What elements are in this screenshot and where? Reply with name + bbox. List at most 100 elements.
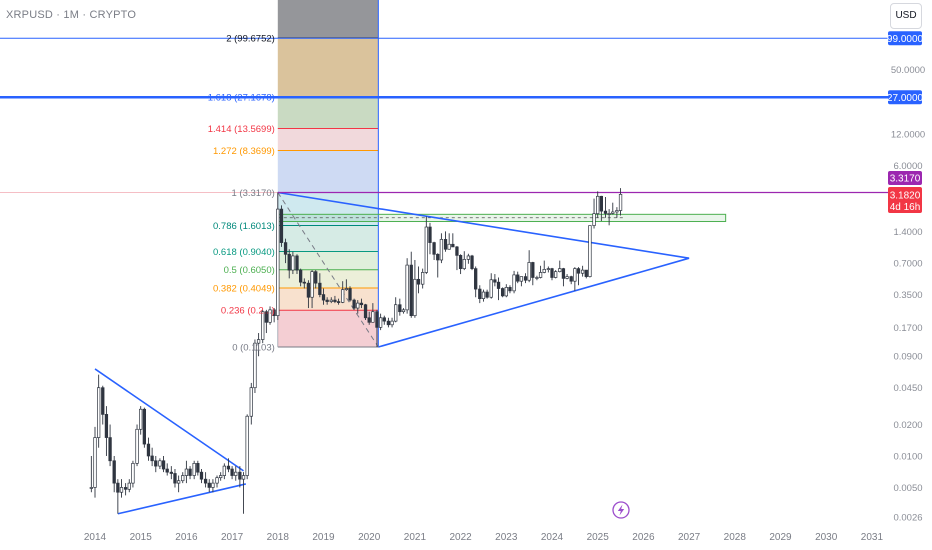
candle-body: [108, 437, 112, 462]
support-zone[interactable]: [277, 213, 727, 223]
lightning-icon[interactable]: [612, 501, 630, 519]
candle-body: [424, 226, 428, 273]
price-axis[interactable]: 50.0000 12.0000 6.0000 1.4000 0.7000 0.3500 0.…: [891, 65, 925, 524]
fib-label-1.414: 1.414 (13.5699): [208, 124, 275, 135]
candle: [154, 455, 158, 473]
candle: [576, 267, 581, 286]
candle-body: [546, 268, 550, 270]
candle: [618, 188, 623, 216]
fib-band-1.272: [277, 128, 379, 151]
y-tick-label: 0.3500: [893, 290, 922, 301]
candle-body: [279, 208, 284, 243]
candle: [127, 479, 131, 493]
candle: [443, 231, 448, 252]
candle-body: [119, 487, 124, 493]
candle-body: [470, 255, 474, 269]
candle-body: [211, 482, 215, 488]
candle: [199, 469, 204, 484]
candle: [607, 209, 611, 226]
fib-band-0: [277, 310, 379, 347]
candle: [378, 313, 383, 331]
candle: [226, 458, 231, 473]
candle: [375, 309, 379, 347]
candle: [489, 273, 493, 299]
candle: [310, 270, 314, 309]
currency-button[interactable]: USD: [890, 3, 922, 29]
fib-band-0.618: [277, 225, 379, 252]
candle-body: [569, 276, 573, 282]
candle-body: [550, 268, 554, 278]
candle: [139, 406, 143, 435]
price-badge-bg: [888, 90, 922, 105]
x-tick-label: 2029: [769, 532, 792, 543]
price-badge-countdown: 4d 16h: [890, 202, 921, 213]
candle: [478, 285, 482, 304]
candle-body: [261, 311, 265, 340]
candle-body: [336, 301, 341, 303]
candle: [531, 261, 535, 286]
candle-body: [253, 342, 257, 389]
time-axis[interactable]: 2014 2015 2016 2017 2018 2019 2020 2021 2022 2023…: [84, 532, 884, 543]
fib-label-0.618: 0.618 (0.9040): [213, 247, 275, 258]
candle-body: [443, 239, 448, 250]
candle-body: [230, 468, 234, 476]
candle-body: [219, 475, 223, 479]
trendline-4: [277, 192, 379, 348]
candle: [352, 298, 356, 310]
candle: [256, 333, 261, 357]
candle-body: [150, 455, 154, 462]
candle: [261, 309, 265, 344]
symbol-label: XRPUSD · 1M · CRYPTO: [6, 9, 137, 21]
x-tick-label: 2023: [495, 532, 518, 543]
candle: [359, 298, 364, 309]
candle-body: [104, 414, 109, 438]
candle-body: [447, 243, 451, 250]
candle-body: [542, 269, 546, 273]
candle-body: [428, 226, 432, 243]
candle-body: [378, 317, 383, 328]
candle: [146, 437, 151, 461]
candle-body: [348, 288, 352, 301]
candle: [538, 265, 543, 279]
candle-body: [538, 272, 543, 278]
candle: [447, 233, 451, 250]
y-tick-label: 0.1700: [893, 323, 922, 334]
candle: [207, 479, 211, 493]
candle-body: [439, 239, 444, 261]
candle: [89, 455, 93, 493]
fibonacci-labels: 0 (0.1103) 0.236 (0.2...) 0.382 (0.4049) 0.…: [208, 34, 275, 354]
candle: [325, 297, 329, 305]
candle: [93, 426, 97, 498]
trendline-3: [378, 257, 690, 348]
candle: [386, 317, 391, 328]
candle-body: [161, 460, 166, 470]
candle-body: [371, 311, 375, 323]
fib-band-1.414: [277, 97, 379, 129]
x-tick-label: 2027: [678, 532, 701, 543]
candle-body: [421, 272, 425, 285]
candle: [158, 458, 162, 470]
candle-body: [276, 208, 280, 317]
horizontal-price-lines[interactable]: [0, 37, 888, 193]
y-tick-label: 0.0026: [893, 513, 922, 524]
candle-body: [333, 299, 337, 302]
fibonacci-retracement[interactable]: [277, 0, 379, 348]
candle-body: [390, 320, 394, 326]
candle-body: [504, 287, 508, 297]
candle: [485, 289, 489, 299]
candle: [603, 197, 608, 218]
trendlines[interactable]: [94, 191, 888, 515]
candle-body: [394, 304, 398, 322]
candle-body: [481, 291, 486, 299]
candle-body: [165, 468, 169, 473]
candle-body: [93, 437, 97, 488]
candle-body: [451, 243, 455, 248]
candle-body: [321, 294, 326, 301]
y-tick-label: 0.0200: [893, 420, 922, 431]
candle: [112, 455, 116, 493]
candle-body: [169, 471, 173, 474]
candle-body: [215, 477, 219, 484]
candle-body: [249, 387, 253, 417]
candle: [234, 466, 238, 481]
